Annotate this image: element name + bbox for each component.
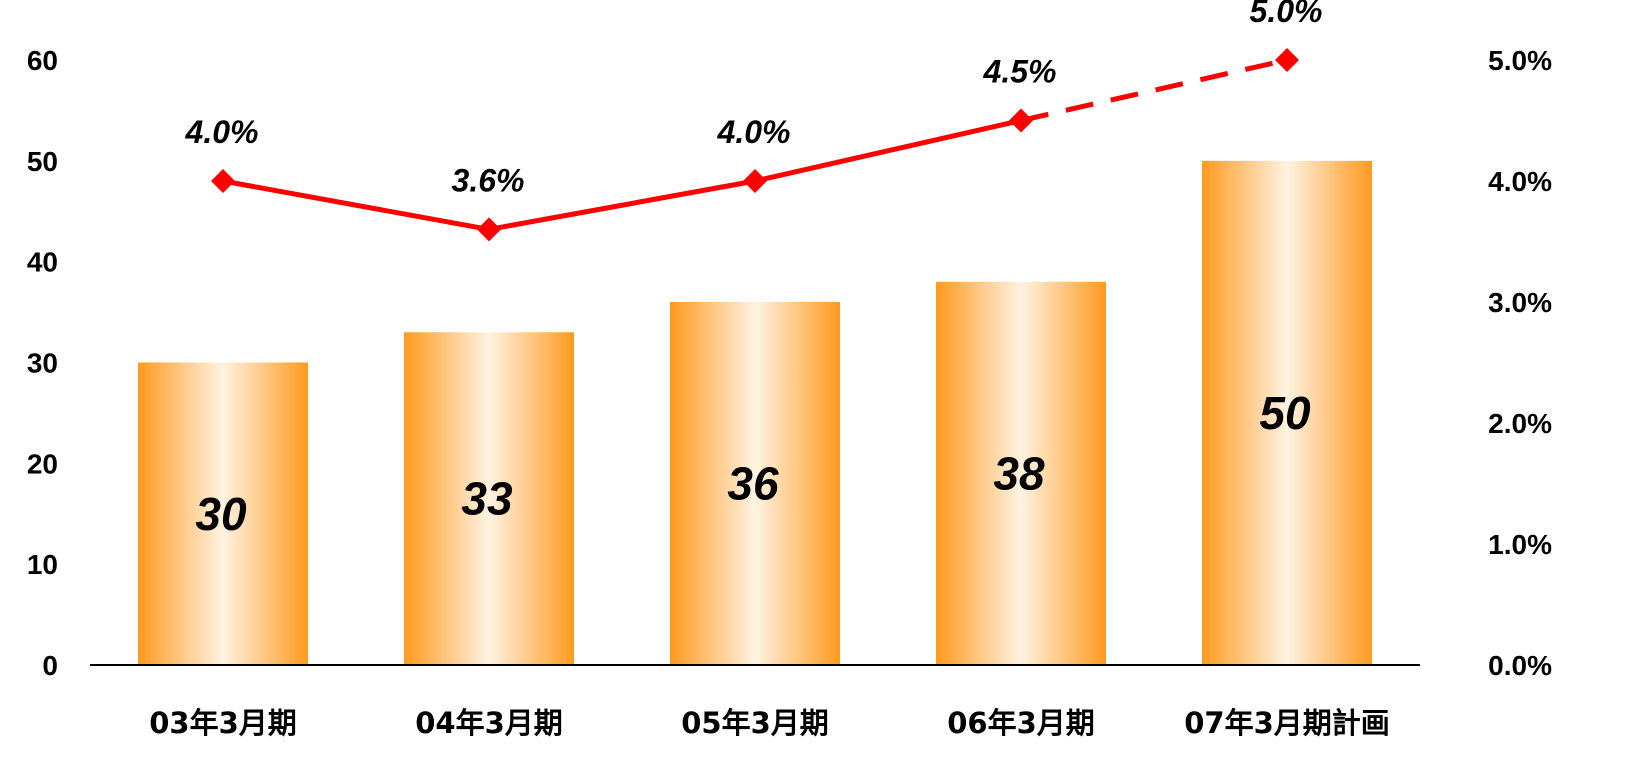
bar: [138, 362, 308, 665]
y-tick-label: 50: [27, 146, 58, 177]
y2-tick-label: 5.0%: [1488, 45, 1552, 76]
bar: [936, 281, 1106, 665]
line-series: [211, 48, 1299, 242]
x-tick-label: 05年3月期: [681, 706, 829, 740]
line-marker: [743, 169, 767, 193]
bar-data-labels: 30 33 36 38 50: [195, 387, 1311, 540]
line-data-label: 4.5%: [983, 54, 1057, 90]
line-data-label: 4.0%: [717, 114, 791, 150]
y2-tick-label: 0.0%: [1488, 650, 1552, 681]
y2-tick-label: 2.0%: [1488, 408, 1552, 439]
bar: [670, 302, 840, 665]
bar-data-label: 38: [993, 447, 1045, 499]
y-axis-left: 0 10 20 30 40 50 60: [27, 45, 58, 681]
line-segment-dashed: [1020, 57, 1288, 123]
y2-tick-label: 3.0%: [1488, 287, 1552, 318]
x-tick-label: 04年3月期: [415, 706, 563, 740]
line-data-label: 4.0%: [185, 114, 259, 150]
y-tick-label: 30: [27, 348, 58, 379]
line-marker: [211, 169, 235, 193]
line-data-labels: 4.0% 3.6% 4.0% 4.5% 5.0%: [185, 0, 1323, 198]
y2-tick-label: 4.0%: [1488, 166, 1552, 197]
y-tick-label: 60: [27, 45, 58, 76]
x-tick-label: 06年3月期: [947, 706, 1095, 740]
line-marker: [477, 217, 501, 242]
x-tick-label: 07年3月期計画: [1184, 706, 1390, 740]
y-tick-label: 10: [27, 549, 58, 580]
line-marker: [1009, 108, 1033, 133]
line-segment-solid: [222, 118, 1022, 232]
line-marker: [1275, 48, 1299, 72]
y-tick-label: 0: [42, 650, 58, 681]
y-tick-label: 20: [27, 448, 58, 479]
y-tick-label: 40: [27, 247, 58, 278]
bar-series: [138, 160, 1372, 666]
bar-data-label: 50: [1259, 387, 1311, 439]
line-data-label: 5.0%: [1250, 0, 1323, 29]
bar-data-label: 30: [195, 488, 247, 540]
line-data-label: 3.6%: [452, 162, 525, 198]
bar: [1202, 160, 1372, 666]
y-axis-right: 0.0% 1.0% 2.0% 3.0% 4.0% 5.0%: [1488, 45, 1552, 681]
bar-data-label: 33: [461, 473, 513, 525]
x-axis-categories: 03年3月期 04年3月期 05年3月期 06年3月期 07年3月期計画: [149, 706, 1390, 740]
y2-tick-label: 1.0%: [1488, 529, 1552, 560]
bar: [404, 332, 574, 665]
bar-data-label: 36: [727, 458, 779, 510]
x-tick-label: 03年3月期: [149, 706, 297, 740]
